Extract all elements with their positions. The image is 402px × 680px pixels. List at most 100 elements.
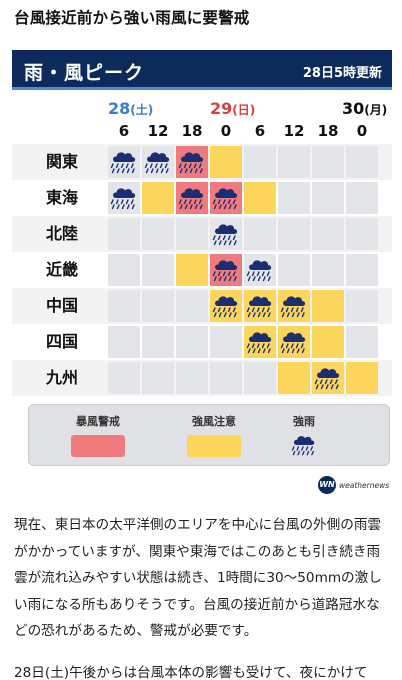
forecast-cell [278, 218, 310, 250]
forecast-cell [346, 146, 378, 178]
panel-banner: 雨・風ピーク 28日5時更新 [12, 50, 392, 90]
forecast-cell [176, 254, 208, 286]
hour-label: 6 [254, 122, 266, 140]
region-label: 近畿 [46, 260, 79, 279]
forecast-cell [346, 218, 378, 250]
forecast-cell [312, 146, 344, 178]
region-label: 東海 [46, 188, 79, 207]
forecast-cell [176, 182, 208, 214]
forecast-cell [312, 254, 344, 286]
forecast-cell [346, 326, 378, 358]
legend-rain: 強雨 [291, 413, 317, 457]
forecast-cell [346, 182, 378, 214]
hour-label: 18 [181, 122, 203, 140]
legend-wind: 強風注意 [187, 413, 241, 457]
forecast-cell [210, 182, 242, 214]
region-label: 九州 [46, 368, 79, 387]
region-label: 関東 [46, 152, 79, 171]
forecast-cell [312, 326, 344, 358]
legend-storm-swatch [71, 435, 125, 457]
legend-storm: 暴風警戒 [71, 413, 125, 457]
forecast-cell [244, 182, 276, 214]
forecast-cell [278, 326, 310, 358]
date-sat: 28(土) [108, 99, 154, 118]
forecast-cell [176, 326, 208, 358]
hour-label: 18 [317, 122, 339, 140]
region-row: 北陸 [12, 216, 392, 252]
forecast-cell [142, 290, 174, 322]
forecast-cell [244, 146, 276, 178]
forecast-cell [108, 254, 140, 286]
hour-label: 12 [283, 122, 305, 140]
region-row: 四国 [12, 324, 392, 360]
forecast-cell [346, 254, 378, 286]
forecast-cell [142, 254, 174, 286]
panel-title: 雨・風ピーク [24, 62, 145, 84]
forecast-cell [244, 290, 276, 322]
forecast-cell [210, 146, 242, 178]
forecast-cell [210, 290, 242, 322]
legend-wind-swatch [187, 435, 241, 457]
forecast-cell [176, 290, 208, 322]
forecast-cell [244, 362, 276, 394]
forecast-cell [312, 290, 344, 322]
forecast-cell [108, 326, 140, 358]
article-paragraph-2: 28日(土)午後からは台風本体の影響も受けて、夜にかけて [14, 665, 368, 680]
legend-storm-label: 暴風警戒 [76, 415, 120, 428]
forecast-cell [108, 146, 140, 178]
forecast-cell [312, 362, 344, 394]
legend-rain-label: 強雨 [293, 415, 315, 428]
forecast-cell [210, 254, 242, 286]
forecast-cell [244, 254, 276, 286]
forecast-cell [142, 218, 174, 250]
forecast-cell [108, 182, 140, 214]
forecast-cell [108, 218, 140, 250]
heavy-rain-cloud-icon [291, 433, 317, 457]
forecast-cell [312, 218, 344, 250]
region-label: 北陸 [46, 224, 79, 243]
forecast-cell [176, 218, 208, 250]
weathernews-logo: WN weathernews [318, 476, 398, 496]
forecast-cell [142, 182, 174, 214]
legend: 暴風警戒 強風注意 強雨 [28, 404, 390, 466]
region-row: 九州 [12, 360, 392, 396]
forecast-cell [244, 326, 276, 358]
forecast-cell [312, 182, 344, 214]
forecast-cell [210, 362, 242, 394]
region-row: 近畿 [12, 252, 392, 288]
forecast-cell [108, 362, 140, 394]
article-paragraph-1: 現在、東日本の太平洋側のエリアを中心に台風の外側の雨雲がかかっていますが、関東や… [14, 517, 382, 639]
brand-text: weathernews [339, 481, 390, 490]
forecast-grid: 関東東海北陸近畿中国四国九州 [12, 144, 392, 398]
forecast-cell [278, 254, 310, 286]
forecast-cell [278, 146, 310, 178]
forecast-cell [278, 290, 310, 322]
legend-wind-label: 強風注意 [192, 415, 236, 428]
forecast-cell [210, 218, 242, 250]
forecast-cell [244, 218, 276, 250]
date-sun: 29(日) [210, 99, 256, 118]
hour-label: 12 [147, 122, 169, 140]
hour-label: 0 [220, 122, 232, 140]
forecast-cell [176, 146, 208, 178]
forecast-cell [346, 290, 378, 322]
forecast-cell [210, 326, 242, 358]
rain-wind-peak-panel: 雨・風ピーク 28日5時更新 28(土) 29(日) 30(月) 6 12 18 0 6… [12, 40, 392, 494]
region-label: 中国 [46, 296, 79, 315]
forecast-cell [278, 182, 310, 214]
brand-mark: WN [318, 476, 336, 494]
date-mon: 30(月) [342, 99, 388, 118]
hour-label: 6 [118, 122, 130, 140]
forecast-cell [142, 326, 174, 358]
region-row: 中国 [12, 288, 392, 324]
region-row: 関東 [12, 144, 392, 180]
forecast-cell [278, 362, 310, 394]
region-label: 四国 [46, 332, 79, 351]
update-time: 28日5時更新 [302, 66, 382, 81]
forecast-cell [142, 362, 174, 394]
region-row: 東海 [12, 180, 392, 216]
forecast-cell [108, 290, 140, 322]
forecast-cell [176, 362, 208, 394]
forecast-cell [346, 362, 378, 394]
hour-label: 0 [356, 122, 368, 140]
